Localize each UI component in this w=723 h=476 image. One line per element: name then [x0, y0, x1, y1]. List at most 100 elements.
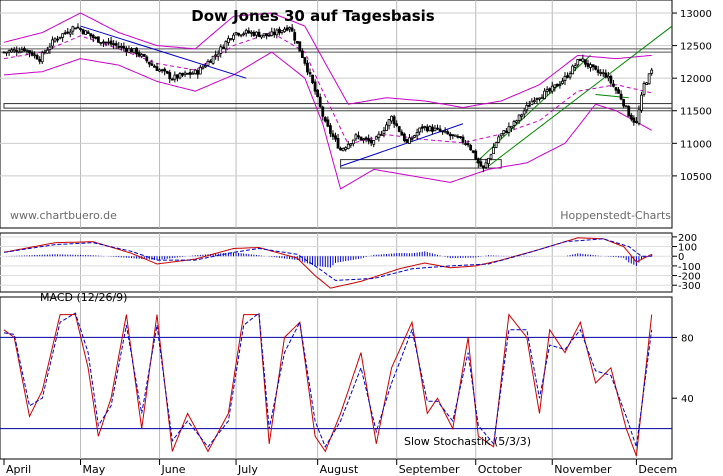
candle-body	[441, 130, 445, 133]
candle-body	[446, 131, 450, 135]
candle-body	[502, 130, 506, 134]
candle-body	[543, 90, 546, 99]
candle-body	[612, 83, 615, 87]
candle-body	[163, 68, 167, 72]
candle-body	[344, 147, 348, 150]
candle-body	[629, 114, 633, 120]
candle-body	[535, 98, 539, 100]
watermark-left: www.chartbuero.de	[10, 209, 117, 222]
candle-body	[635, 121, 638, 123]
candle-body	[341, 148, 345, 152]
candle-body	[364, 137, 368, 140]
candle-body	[186, 72, 190, 75]
candle-body	[28, 50, 31, 54]
candle-body	[326, 119, 330, 127]
candle-body	[392, 116, 396, 125]
candle-body	[614, 87, 618, 91]
candle-body	[494, 142, 498, 148]
candle-body	[51, 39, 54, 47]
candle-body	[150, 63, 154, 66]
candle-body	[642, 83, 646, 95]
candle-body	[22, 48, 26, 52]
candle-body	[206, 60, 210, 66]
candle-body	[30, 51, 34, 56]
candle-body	[214, 54, 218, 57]
candle-body	[589, 64, 592, 68]
candle-body	[382, 130, 386, 135]
candle-body	[114, 43, 118, 46]
candle-body	[48, 46, 52, 50]
bollinger-lower	[3, 51, 652, 190]
candle-body	[234, 32, 238, 35]
candle-body	[102, 41, 105, 44]
candle-body	[40, 52, 44, 63]
macd-label: MACD (12/26/9)	[40, 291, 127, 304]
candle-body	[328, 125, 332, 134]
candle-body	[178, 73, 182, 79]
candle-body	[323, 117, 327, 122]
candle-body	[395, 123, 399, 127]
candle-body	[107, 41, 110, 44]
price-panel-frame	[0, 0, 673, 229]
candle-body	[249, 31, 253, 34]
stoch-tick-label: 40	[681, 394, 694, 405]
candle-body	[188, 72, 192, 75]
candle-body	[267, 34, 271, 37]
candle-body	[316, 89, 320, 97]
candle-body	[211, 55, 215, 64]
candle-body	[219, 46, 223, 54]
candle-body	[53, 38, 57, 42]
candle-body	[507, 126, 511, 133]
candle-body	[497, 136, 501, 143]
candle-body	[637, 109, 641, 124]
candle-body	[632, 117, 636, 123]
candle-body	[265, 33, 269, 37]
stoch-label: Slow Stochastik (5/3/3)	[404, 435, 531, 448]
candle-body	[415, 131, 419, 137]
macd-signal-line	[3, 238, 652, 281]
candle-body	[63, 32, 67, 35]
candle-body	[436, 127, 439, 130]
candle-body	[571, 65, 575, 75]
candle-body	[397, 126, 401, 132]
candle-body	[336, 138, 340, 149]
candle-body	[410, 137, 414, 140]
candle-body	[425, 126, 429, 132]
candle-body	[504, 130, 508, 133]
candle-body	[624, 105, 628, 108]
month-label: April	[6, 463, 31, 476]
candle-body	[137, 52, 141, 56]
candle-body	[550, 85, 554, 92]
candle-body	[216, 53, 220, 57]
candle-body	[469, 145, 473, 151]
candle-body	[262, 33, 266, 37]
candle-body	[117, 46, 121, 48]
candle-body	[71, 26, 75, 32]
candle-body	[239, 34, 243, 37]
candle-body	[104, 41, 108, 44]
candle-body	[311, 74, 314, 84]
candle-body	[599, 72, 603, 74]
candle-body	[609, 75, 613, 84]
candle-body	[288, 27, 292, 30]
bollinger-upper	[3, 12, 652, 109]
candle-body	[280, 30, 284, 33]
stoch-d-line	[3, 312, 653, 448]
candle-body	[252, 31, 256, 37]
chart-title: Dow Jones 30 auf Tagesbasis	[191, 7, 435, 25]
candle-body	[538, 97, 541, 100]
candle-body	[591, 64, 595, 68]
candle-body	[453, 134, 457, 137]
candle-body	[79, 28, 82, 31]
candle-body	[578, 58, 582, 62]
candle-body	[242, 33, 246, 36]
candle-body	[354, 134, 358, 140]
candle-body	[25, 49, 29, 52]
candle-body	[308, 72, 312, 75]
candle-body	[7, 50, 11, 53]
candle-body	[510, 125, 513, 129]
candle-body	[76, 26, 80, 29]
month-label: June	[161, 463, 186, 476]
candle-body	[125, 47, 128, 52]
trendline	[488, 25, 673, 167]
